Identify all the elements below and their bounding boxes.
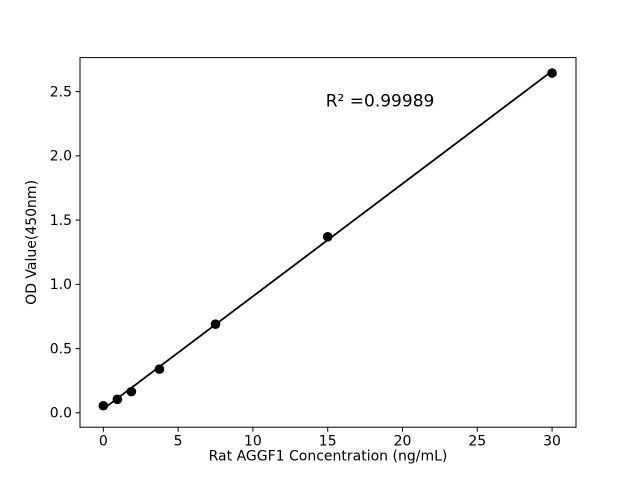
y-tick-label: 0.5 <box>50 341 72 357</box>
data-point <box>112 394 123 405</box>
y-tick-label: 0.0 <box>50 406 72 422</box>
data-point <box>322 232 333 242</box>
x-tick-label: 10 <box>244 434 262 450</box>
x-axis-ticks: 0 5 10 15 20 25 30 <box>99 427 561 450</box>
y-axis-ticks: 0.0 0.5 1.0 1.5 2.0 2.5 <box>50 84 80 422</box>
data-point <box>154 364 165 374</box>
y-tick-label: 2.0 <box>50 149 72 165</box>
data-point <box>98 400 109 411</box>
data-point <box>547 68 557 78</box>
y-axis-label: OD Value(450nm) <box>24 180 40 305</box>
data-series <box>98 68 557 411</box>
y-tick-label: 1.0 <box>50 277 72 293</box>
data-point <box>126 386 137 397</box>
x-tick-label: 30 <box>543 434 561 450</box>
x-tick-label: 0 <box>99 434 108 450</box>
y-tick-label: 1.5 <box>50 213 72 229</box>
data-point <box>210 319 221 329</box>
x-tick-label: 20 <box>394 434 412 450</box>
x-tick-label: 5 <box>174 434 183 450</box>
x-tick-label: 15 <box>319 434 337 450</box>
y-tick-label: 2.5 <box>50 84 72 100</box>
x-axis-label: Rat AGGF1 Concentration (ng/mL) <box>209 449 448 465</box>
plot-frame <box>79 57 577 428</box>
r-squared-annotation: R² =0.99989 <box>326 92 435 112</box>
x-tick-label: 25 <box>468 434 486 450</box>
